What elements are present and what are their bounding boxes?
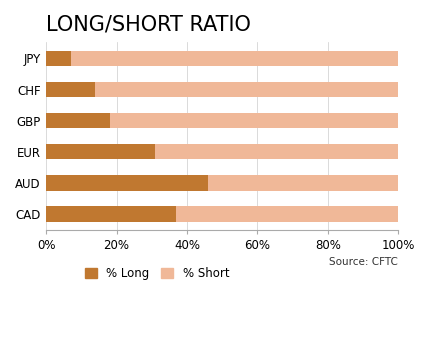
Bar <box>71 51 398 66</box>
Legend: % Long, % Short: % Long, % Short <box>80 263 234 285</box>
Bar <box>176 206 398 222</box>
Bar <box>95 82 398 97</box>
Bar <box>110 113 398 128</box>
Bar <box>46 51 71 66</box>
Bar <box>208 175 398 191</box>
Bar <box>46 175 208 191</box>
Bar <box>46 144 155 160</box>
Text: LONG/SHORT RATIO: LONG/SHORT RATIO <box>46 15 251 35</box>
Bar <box>46 113 110 128</box>
Bar <box>46 206 176 222</box>
Bar <box>155 144 398 160</box>
Bar <box>46 82 95 97</box>
Text: Source: CFTC: Source: CFTC <box>329 256 398 267</box>
